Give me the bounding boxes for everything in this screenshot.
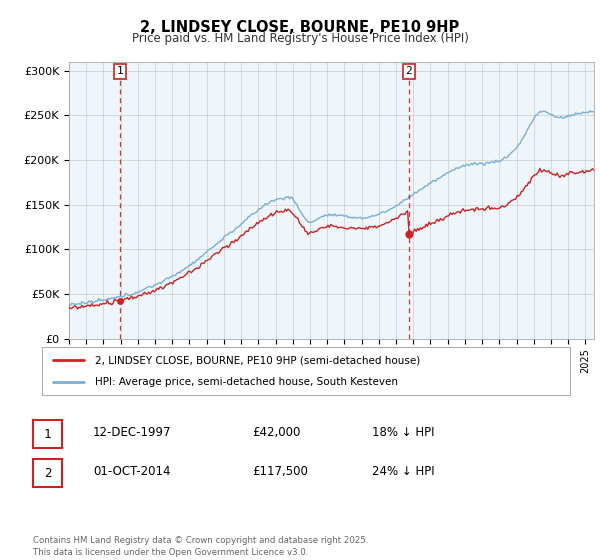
Text: Contains HM Land Registry data © Crown copyright and database right 2025.
This d: Contains HM Land Registry data © Crown c… — [33, 536, 368, 557]
Text: 12-DEC-1997: 12-DEC-1997 — [93, 426, 172, 439]
Text: HPI: Average price, semi-detached house, South Kesteven: HPI: Average price, semi-detached house,… — [95, 377, 398, 387]
Text: 01-OCT-2014: 01-OCT-2014 — [93, 465, 170, 478]
Point — [115, 297, 125, 306]
Text: 2: 2 — [44, 466, 51, 480]
Text: 1: 1 — [44, 427, 51, 441]
Text: Price paid vs. HM Land Registry's House Price Index (HPI): Price paid vs. HM Land Registry's House … — [131, 32, 469, 45]
Text: 18% ↓ HPI: 18% ↓ HPI — [372, 426, 434, 439]
Text: 24% ↓ HPI: 24% ↓ HPI — [372, 465, 434, 478]
Text: 1: 1 — [116, 66, 123, 76]
Text: 2, LINDSEY CLOSE, BOURNE, PE10 9HP: 2, LINDSEY CLOSE, BOURNE, PE10 9HP — [140, 20, 460, 35]
Text: £42,000: £42,000 — [252, 426, 301, 439]
Text: £117,500: £117,500 — [252, 465, 308, 478]
Text: 2: 2 — [406, 66, 412, 76]
Point — [404, 229, 414, 238]
Text: 2, LINDSEY CLOSE, BOURNE, PE10 9HP (semi-detached house): 2, LINDSEY CLOSE, BOURNE, PE10 9HP (semi… — [95, 355, 420, 365]
